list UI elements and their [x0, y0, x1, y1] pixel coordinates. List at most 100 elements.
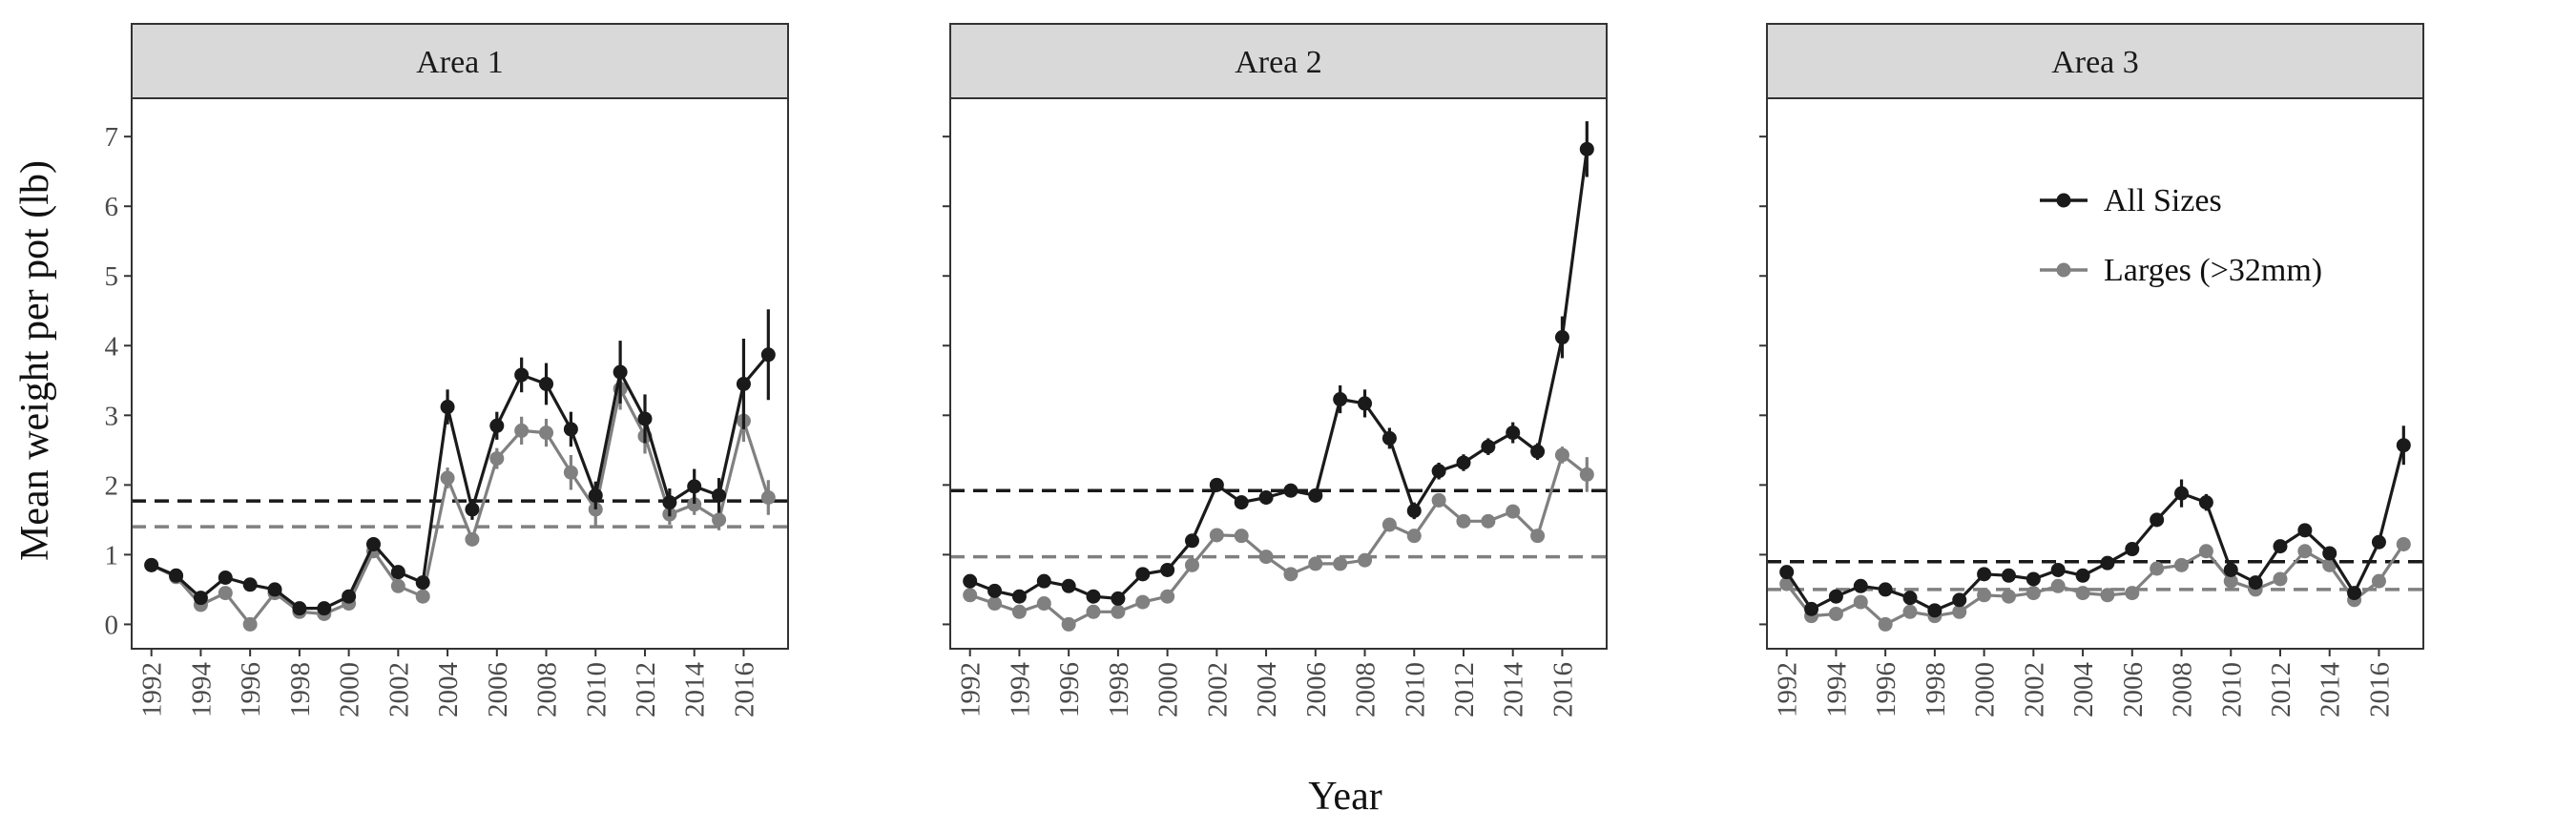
x-axis-title: Year [1308, 775, 1381, 819]
y-axis-title: Mean weight per pot (lb) [13, 160, 57, 561]
data-point [2050, 578, 2066, 593]
data-point [588, 488, 603, 503]
x-tick-label: 2008 [2168, 662, 2198, 717]
data-point [1406, 529, 1422, 544]
data-point [1209, 528, 1224, 543]
data-point [963, 573, 978, 589]
data-point [2174, 486, 2190, 501]
data-point [712, 488, 727, 503]
data-point [736, 376, 751, 391]
data-point [2297, 544, 2313, 559]
data-point [440, 400, 455, 415]
y-tick-label: 2 [105, 470, 119, 501]
data-point [1061, 616, 1076, 632]
data-point [1952, 604, 1967, 619]
data-point [987, 583, 1003, 598]
x-tick-label: 2006 [483, 662, 513, 717]
legend-label: Larges (>32mm) [2104, 253, 2322, 288]
data-point [2396, 438, 2411, 453]
y-tick-label: 4 [105, 331, 119, 362]
legend-entry-all-sizes: All Sizes [2040, 183, 2222, 218]
data-point [2273, 539, 2288, 554]
data-point [2371, 534, 2386, 550]
data-point [2174, 557, 2190, 572]
x-tick-label: 2014 [680, 662, 711, 718]
data-point [1554, 447, 1569, 463]
x-tick-label: 1992 [956, 662, 987, 717]
data-point [1779, 565, 1795, 580]
data-point [292, 601, 307, 616]
data-point [1456, 455, 1471, 470]
data-point [1902, 591, 1918, 606]
panel-area-2: Area 2 1992 1994 1996 1998 2000 2002 2004 2006 20… [943, 23, 1608, 718]
x-tick-label: 1998 [1104, 662, 1134, 717]
x-tick-label: 2004 [1252, 662, 1282, 718]
data-point [963, 588, 978, 603]
data-point [1431, 464, 1446, 479]
x-tick-label: 2006 [2118, 662, 2149, 717]
data-point [2297, 523, 2313, 538]
data-point [1234, 529, 1249, 544]
x-tick-label: 1994 [186, 662, 217, 718]
y-tick-label: 0 [105, 610, 119, 640]
x-tick-label: 2016 [1548, 662, 1578, 717]
x-tick-label: 2004 [433, 662, 464, 718]
data-point [1977, 567, 1992, 582]
x-tick-label: 2002 [2019, 662, 2049, 717]
data-point [637, 411, 653, 426]
data-point [1258, 550, 1274, 565]
x-tick-label: 2000 [335, 662, 365, 717]
data-point [687, 479, 702, 494]
data-point [1333, 392, 1348, 407]
data-point [2150, 561, 2165, 576]
x-tick-label: 2002 [384, 662, 414, 717]
data-point [1184, 533, 1199, 549]
data-point [2371, 573, 2386, 589]
data-point [1160, 589, 1175, 604]
data-point [1234, 495, 1249, 510]
data-point [1853, 578, 1868, 593]
series-larges [963, 446, 1594, 632]
data-point [242, 577, 258, 592]
x-tick-label: 2010 [1400, 662, 1430, 717]
data-point [2198, 544, 2213, 559]
data-point [2050, 562, 2066, 577]
panel-border [131, 97, 789, 650]
facet-strip-label: Area 1 [416, 45, 504, 80]
data-point [1358, 552, 1373, 568]
legend-key-point [2056, 262, 2071, 278]
x-tick-label: 1996 [236, 662, 266, 717]
facet-strip [949, 23, 1608, 99]
y-tick-label: 3 [105, 401, 119, 431]
data-point [489, 451, 505, 467]
panel-area-3: Area 3 1992 1994 1996 1998 2000 2002 2004 2006 20… [1759, 23, 2424, 718]
data-point [1779, 576, 1795, 591]
legend: All Sizes Larges (>32mm) [2040, 183, 2322, 288]
data-point [1828, 606, 1843, 621]
data-point [1431, 492, 1446, 508]
data-point [1086, 604, 1101, 619]
data-point [514, 423, 530, 438]
data-point [415, 575, 430, 591]
data-point [1011, 589, 1027, 604]
x-tick-label: 2004 [2068, 662, 2099, 718]
x-tick-label: 2002 [1202, 662, 1233, 717]
data-point [465, 531, 480, 547]
legend-key-point [2056, 193, 2071, 208]
x-tick-label: 2014 [1499, 662, 1529, 718]
data-point [390, 565, 405, 580]
data-point [1456, 513, 1471, 529]
x-tick-label: 2006 [1301, 662, 1332, 717]
data-point [2248, 575, 2263, 591]
panel-border [949, 97, 1608, 650]
data-point [1530, 529, 1546, 544]
data-point [1481, 439, 1496, 454]
data-point [1506, 504, 1521, 519]
legend-entry-larges: Larges (>32mm) [2040, 253, 2322, 288]
x-tick-label: 2014 [2316, 662, 2346, 718]
x-tick-label: 1994 [1821, 662, 1852, 718]
data-point [169, 568, 184, 583]
data-point [2223, 562, 2238, 577]
data-point [662, 495, 677, 510]
data-point [489, 418, 505, 433]
